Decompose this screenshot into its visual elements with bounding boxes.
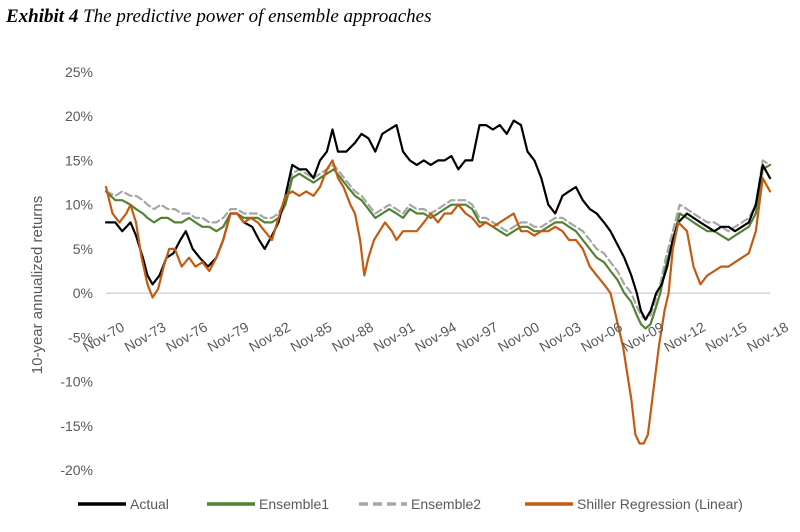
series-line-ensemble2 (104, 159, 772, 321)
series-line-ensemble1 (104, 163, 772, 330)
y-tick-label: 0% (73, 285, 93, 301)
series-line-shiller-regression-linear (104, 159, 772, 445)
exhibit-label: Exhibit 4 (6, 6, 79, 27)
x-tick-label: Nov-12 (661, 318, 708, 355)
x-tick-label: Nov-85 (287, 318, 334, 355)
x-tick-label: Nov-06 (578, 318, 625, 355)
x-tick-label: Nov-18 (744, 318, 791, 355)
exhibit-title: Exhibit 4 The predictive power of ensemb… (6, 6, 432, 28)
y-tick-label: -5% (68, 329, 93, 345)
legend: Actual Ensemble1 Ensemble2 Shiller Regressi… (78, 496, 743, 512)
y-tick-label: -20% (60, 462, 93, 478)
y-tick-label: 10% (65, 197, 93, 213)
series-lines (104, 119, 772, 445)
legend-label-shiller-regression-linear: Shiller Regression (Linear) (577, 496, 743, 512)
exhibit-title-text: The predictive power of ensemble approac… (83, 6, 432, 27)
x-tick-label: Nov-91 (370, 318, 417, 355)
x-tick-label: Nov-15 (702, 318, 749, 355)
x-tick-label: Nov-73 (121, 318, 168, 355)
y-tick-label: 20% (65, 108, 93, 124)
x-tick-label: Nov-97 (453, 318, 500, 355)
x-tick-label: Nov-70 (80, 318, 127, 355)
y-axis-ticks: 25% 20% 15% 10% 5% 0% -5% -10% -15% -20% (60, 64, 93, 478)
x-axis-ticks: Nov-70Nov-73Nov-76Nov-79Nov-82Nov-85Nov-… (80, 318, 791, 355)
legend-label-actual: Actual (130, 496, 169, 512)
x-tick-label: Nov-82 (246, 318, 293, 355)
y-axis-label: 10-year annualized returns (29, 196, 46, 374)
y-tick-label: -15% (60, 418, 93, 434)
x-tick-label: Nov-79 (204, 318, 251, 355)
x-tick-label: Nov-03 (536, 318, 583, 355)
legend-label-ensemble1: Ensemble1 (259, 496, 329, 512)
y-tick-label: 5% (73, 241, 93, 257)
x-tick-label: Nov-88 (329, 318, 376, 355)
y-tick-label: 25% (65, 64, 93, 80)
x-tick-label: Nov-94 (412, 318, 459, 355)
y-tick-label: 15% (65, 152, 93, 168)
legend-label-ensemble2: Ensemble2 (411, 496, 481, 512)
y-tick-label: -10% (60, 374, 93, 390)
x-tick-label: Nov-00 (495, 318, 542, 355)
x-tick-label: Nov-76 (163, 318, 210, 355)
